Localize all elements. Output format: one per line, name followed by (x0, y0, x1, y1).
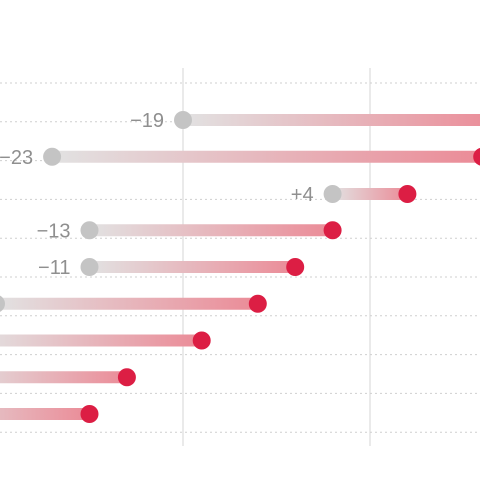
end-dot-1 (473, 148, 480, 166)
delta-label-0: −19 (130, 110, 164, 132)
start-dot-4 (80, 258, 99, 276)
end-dot-5 (248, 294, 267, 313)
delta-label-2: +4 (291, 184, 314, 206)
dumbbell-bar-8 (0, 408, 90, 420)
end-dot-2 (398, 185, 417, 203)
delta-label-3: −13 (37, 220, 71, 242)
start-dot-2 (323, 185, 342, 203)
end-dot-8 (80, 405, 99, 423)
end-dot-6 (192, 331, 211, 350)
dumbbell-bar-6 (0, 334, 202, 347)
end-dot-3 (323, 221, 342, 240)
start-dot-0 (174, 111, 192, 129)
start-dot-1 (43, 147, 62, 166)
dumbbell-bar-2 (332, 188, 408, 200)
start-dot-5 (0, 295, 5, 312)
delta-label-4: −11 (38, 257, 70, 279)
dumbbell-marks: −19 −23 +4 −13 −11 (0, 110, 480, 423)
vertical-gridlines (182, 68, 371, 446)
dumbbell-bar-0 (183, 114, 480, 126)
end-dot-7 (117, 368, 136, 387)
dumbbell-bar-5 (0, 297, 258, 310)
dumbbell-bar-4 (89, 261, 296, 273)
dumbbell-bar-1 (52, 150, 480, 163)
end-dot-4 (286, 258, 305, 276)
start-dot-3 (80, 221, 99, 240)
delta-label-1: −23 (0, 147, 33, 169)
dumbbell-bar-3 (89, 224, 333, 237)
dumbbell-bar-7 (0, 371, 127, 384)
